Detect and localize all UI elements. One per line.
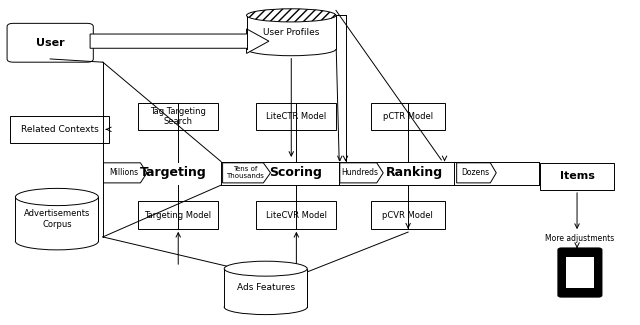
Ellipse shape: [246, 43, 336, 56]
Bar: [15, 197, 99, 241]
Text: Scoring: Scoring: [269, 166, 322, 179]
Bar: [15, 197, 99, 241]
Text: Targeting Model: Targeting Model: [145, 211, 211, 220]
Text: Targeting: Targeting: [140, 166, 207, 179]
Text: Related Contexts: Related Contexts: [21, 125, 99, 134]
FancyBboxPatch shape: [256, 201, 336, 229]
Text: Dozens: Dozens: [461, 168, 489, 177]
Text: Tens of
Thousands: Tens of Thousands: [226, 166, 264, 179]
FancyBboxPatch shape: [138, 103, 218, 130]
Text: LiteCTR Model: LiteCTR Model: [266, 112, 326, 121]
FancyBboxPatch shape: [371, 103, 445, 130]
Text: Millions: Millions: [109, 168, 138, 177]
FancyBboxPatch shape: [540, 162, 614, 190]
Text: Items: Items: [559, 171, 595, 181]
Text: User Profiles: User Profiles: [263, 28, 319, 37]
Ellipse shape: [224, 300, 307, 315]
Text: Ranking: Ranking: [386, 166, 443, 179]
FancyBboxPatch shape: [371, 201, 445, 229]
FancyBboxPatch shape: [566, 257, 594, 288]
Ellipse shape: [15, 188, 99, 206]
FancyBboxPatch shape: [256, 103, 336, 130]
Bar: [224, 269, 307, 307]
Polygon shape: [104, 163, 147, 183]
Bar: [246, 15, 336, 49]
Text: Advertisements
Corpus: Advertisements Corpus: [24, 209, 90, 229]
Text: Tag Targeting
Search: Tag Targeting Search: [150, 107, 206, 126]
Text: Hundreds: Hundreds: [341, 168, 378, 177]
Polygon shape: [223, 163, 271, 183]
Text: More adjustments: More adjustments: [545, 234, 614, 243]
Text: User: User: [36, 38, 65, 48]
Bar: [246, 15, 336, 49]
FancyBboxPatch shape: [558, 248, 602, 297]
Polygon shape: [90, 29, 269, 53]
FancyBboxPatch shape: [7, 23, 93, 62]
Text: LiteCVR Model: LiteCVR Model: [266, 211, 326, 220]
FancyBboxPatch shape: [138, 201, 218, 229]
Polygon shape: [340, 163, 383, 183]
Ellipse shape: [224, 261, 307, 276]
Ellipse shape: [246, 9, 336, 22]
Text: pCVR Model: pCVR Model: [382, 211, 433, 220]
Ellipse shape: [15, 233, 99, 250]
Polygon shape: [457, 163, 496, 183]
FancyBboxPatch shape: [10, 116, 109, 143]
Bar: [224, 269, 307, 307]
Text: Ads Features: Ads Features: [237, 283, 295, 292]
Text: pCTR Model: pCTR Model: [383, 112, 433, 121]
